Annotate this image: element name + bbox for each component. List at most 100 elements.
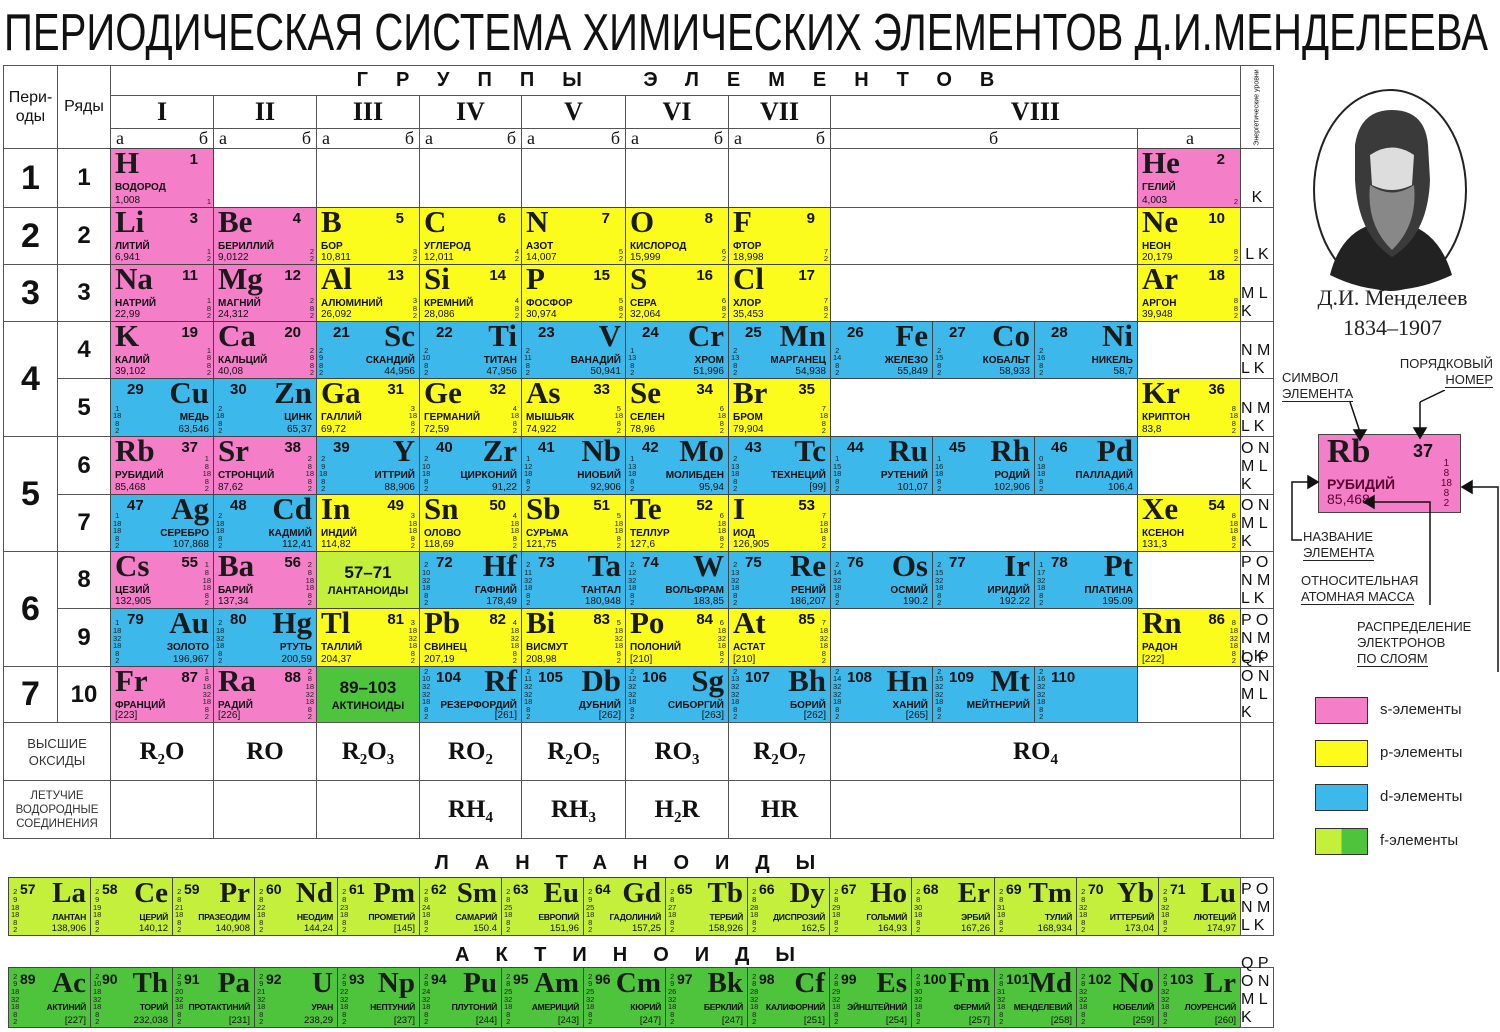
element-cell[interactable]: Sm 62 САМАРИЙ 150.4 2 8 24 18 8 2	[419, 877, 502, 936]
element-cell[interactable]: Mg 12 МАГНИЙ 24,312 2 8 2	[213, 264, 317, 322]
element-cell[interactable]: H 1 ВОДОРОД 1,008 1	[110, 148, 214, 208]
element-cell[interactable]: Re 75 РЕНИЙ 186,207 2 13 32 18 8 2	[728, 551, 831, 609]
element-cell[interactable]: Th 90 ТОРИЙ 232,038 2 10 18 32 18 8 2	[90, 967, 173, 1028]
element-cell[interactable]: Co 27 КОБАЛЬТ 58,933 2 15 8 2	[932, 321, 1035, 379]
element-cell[interactable]: Lr 103 ЛОУРЕНСИЙ [260] 2 9 32 32 18 8 2	[1158, 967, 1241, 1028]
element-cell[interactable]: Hn 108 ХАНИЙ [265] 2 14 32 32 18 8 2	[830, 666, 933, 723]
element-cell[interactable]: Te 52 ТЕЛЛУР 127,6 6 18 18 8 2	[625, 494, 729, 552]
element-cell[interactable]: Ho 67 ГОЛЬМИЙ 164,93 2 8 29 18 8 2	[829, 877, 912, 936]
element-cell[interactable]: Ni 28 НИКЕЛЬ 58,7 2 16 8 2	[1034, 321, 1138, 379]
element-cell[interactable]: Pd 46 ПАЛЛАДИЙ 106,4 0 18 18 8 2	[1034, 436, 1138, 495]
element-cell[interactable]: Ca 20 КАЛЬЦИЙ 40,08 2 8 8 2	[213, 321, 317, 379]
element-cell[interactable]: S 16 СЕРА 32,064 6 8 2	[625, 264, 729, 322]
element-cell[interactable]: Lu 71 ЛЮТЕЦИЙ 174,97 2 9 32 18 8 2	[1158, 877, 1241, 936]
element-cell[interactable]: Tb 65 ТЕРБИЙ 158,926 2 8 27 18 8 2	[665, 877, 748, 936]
element-cell[interactable]: He 2 ГЕЛИЙ 4,003 2	[1137, 148, 1241, 208]
element-cell[interactable]: Db 105 ДУБНИЙ [262] 2 11 32 32 18 8 2	[521, 666, 626, 723]
element-cell[interactable]: Ce 58 ЦЕРИЙ 140,12 2 9 19 18 8 2	[90, 877, 173, 936]
element-cell[interactable]: U 92 УРАН 238,29 2 9 21 32 18 8 2	[254, 967, 338, 1028]
element-cell[interactable]: Tm 69 ТУЛИЙ 168,934 2 8 31 18 8 2	[994, 877, 1077, 936]
element-cell[interactable]: At 85 АСТАТ [210] 7 18 32 18 8 2	[728, 608, 831, 667]
element-cell[interactable]: Ir 77 ИРИДИЙ 192.22 2 15 32 18 8 2	[932, 551, 1035, 609]
element-cell[interactable]: P 15 ФОСФОР 30,974 5 8 2	[521, 264, 626, 322]
element-cell[interactable]: Gd 64 ГАДОЛИНИЙ 157,25 2 9 25 18 8 2	[583, 877, 666, 936]
element-cell[interactable]: Zn 30 ЦИНК 65,37 2 18 8 2	[213, 378, 317, 437]
element-cell[interactable]: B 5 БОР 10,811 3 2	[316, 207, 420, 265]
element-cell[interactable]: Ac 89 АКТИНИЙ [227] 2 9 18 32 18 8 2	[8, 967, 91, 1028]
element-cell[interactable]: Pm 61 ПРОМЕТИЙ [145] 2 8 23 18 8 2	[337, 877, 420, 936]
element-cell[interactable]: N 7 АЗОТ 14,007 5 2	[521, 207, 626, 265]
element-cell[interactable]: Po 84 ПОЛОНИЙ [210] 6 18 32 18 8 2	[625, 608, 729, 667]
element-cell[interactable]: La 57 ЛАНТАН 138,906 2 9 18 18 8 2	[8, 877, 91, 936]
element-cell[interactable]: Yb 70 ИТТЕРБИЙ 173,04 2 8 32 18 8 2	[1076, 877, 1159, 936]
element-cell[interactable]: As 33 МЫШЬЯК 74,922 5 18 8 2	[521, 378, 626, 437]
element-cell[interactable]: Sn 50 ОЛОВО 118,69 4 18 18 8 2	[419, 494, 522, 552]
element-cell[interactable]: Nb 41 НИОБИЙ 92,906 1 12 18 8 2	[521, 436, 626, 495]
element-cell[interactable]: Ga 31 ГАЛЛИЙ 69,72 3 18 8 2	[316, 378, 420, 437]
element-cell[interactable]: Rf 104 РЕЗЕРФОРДИЙ [261] 2 10 32 32 18 8 2	[419, 666, 522, 723]
element-cell[interactable]: Sr 38 СТРОНЦИЙ 87,62 2 8 18 8 2	[213, 436, 317, 495]
element-cell[interactable]: Eu 63 ЕВРОПИЙ 151,96 2 8 25 18 8 2	[501, 877, 584, 936]
element-cell[interactable]: In 49 ИНДИЙ 114,82 3 18 18 8 2	[316, 494, 420, 552]
element-cell[interactable]: Cr 24 ХРОМ 51,996 1 13 8 2	[625, 321, 729, 379]
element-cell[interactable]: Ru 44 РУТЕНИЙ 101,07 1 15 18 8 2	[830, 436, 933, 495]
element-cell[interactable]: Sg 106 СИБОРГИЙ [263] 2 12 32 32 18 8 2	[625, 666, 729, 723]
element-cell[interactable]: Na 11 НАТРИЙ 22,99 1 8 2	[110, 264, 214, 322]
element-cell[interactable]: Fm 100 ФЕРМИЙ [257] 2 8 30 32 18 8 2	[911, 967, 995, 1028]
element-cell[interactable]: Ta 73 ТАНТАЛ 180,948 2 11 32 18 8 2	[521, 551, 626, 609]
element-cell[interactable]: Zr 40 ЦИРКОНИЙ 91,22 2 10 18 8 2	[419, 436, 522, 495]
element-cell[interactable]: Se 34 СЕЛЕН 78,96 6 18 8 2	[625, 378, 729, 437]
element-cell[interactable]: Rb 37 РУБИДИЙ 85,468 1 8 18 8 2	[110, 436, 214, 495]
element-cell[interactable]: Al 13 АЛЮМИНИЙ 26,092 3 8 2	[316, 264, 420, 322]
element-cell[interactable]: Mt 109 МЕЙТНЕРИЙ 2 15 32 32 18 8 2	[932, 666, 1035, 723]
element-cell[interactable]: Cl 17 ХЛОР 35,453 7 8 2	[728, 264, 831, 322]
element-cell[interactable]: Au 79 ЗОЛОТО 196,967 1 18 32 18 8 2	[110, 608, 214, 667]
element-cell[interactable]: Be 4 БЕРИЛЛИЙ 9,0122 2 2	[213, 207, 317, 265]
element-cell[interactable]: Dy 66 ДИСПРОЗИЙ 162,5 2 8 28 18 8 2	[747, 877, 830, 936]
element-cell[interactable]: F 9 ФТОР 18,998 7 2	[728, 207, 831, 265]
element-cell[interactable]: Ra 88 РАДИЙ [226] 2 8 18 32 18 8 2	[213, 666, 317, 723]
element-cell[interactable]: Pa 91 ПРОТАКТИНИЙ [231] 2 9 20 32 18 8 2	[172, 967, 255, 1028]
element-cell[interactable]: Ag 47 СЕРЕБРО 107,868 1 18 18 8 2	[110, 494, 214, 552]
element-cell[interactable]: Md 101 МЕНДЕЛЕВИЙ [258] 2 8 31 32 18 8 2	[994, 967, 1077, 1028]
element-cell[interactable]: Sb 51 СУРЬМА 121,75 5 18 18 8 2	[521, 494, 626, 552]
element-cell[interactable]: No 102 НОБЕЛИЙ [259] 2 8 32 32 18 8 2	[1076, 967, 1159, 1028]
element-cell[interactable]: 110 2 16 32 32 18 8 2	[1034, 666, 1138, 723]
element-cell[interactable]: Sc 21 СКАНДИЙ 44,956 2 9 8 2	[316, 321, 420, 379]
element-cell[interactable]: Pu 94 ПЛУТОНИЙ [244] 2 8 24 32 18 8 2	[419, 967, 502, 1028]
element-cell[interactable]: Hg 80 РТУТЬ 200,59 2 18 32 18 8 2	[213, 608, 317, 667]
element-cell[interactable]: Fr 87 ФРАНЦИЙ [223] 1 8 18 32 18 8 2	[110, 666, 214, 723]
element-cell[interactable]: Bk 97 БЕРКЛИЙ [247] 2 9 26 32 18 8 2	[665, 967, 748, 1028]
element-cell[interactable]: Cd 48 КАДМИЙ 112,41 2 18 18 8 2	[213, 494, 317, 552]
element-cell[interactable]: Pb 82 СВИНЕЦ 207,19 4 18 32 18 8 2	[419, 608, 522, 667]
element-cell[interactable]: Er 68 ЭРБИЙ 167,26 2 8 30 18 8 2	[911, 877, 995, 936]
element-cell[interactable]: K 19 КАЛИЙ 39,102 1 8 8 2	[110, 321, 214, 379]
element-cell[interactable]: Pt 78 ПЛАТИНА 195.09 1 17 32 18 8 2	[1034, 551, 1138, 609]
element-cell[interactable]: Fe 26 ЖЕЛЕЗО 55,849 2 14 8 2	[830, 321, 933, 379]
element-cell[interactable]: Cs 55 ЦЕЗИЙ 132,905 1 8 18 18 8 2	[110, 551, 214, 609]
element-cell[interactable]: Bh 107 БОРИЙ [262] 2 13 32 32 18 8 2	[728, 666, 831, 723]
element-cell[interactable]: Mo 42 МОЛИБДЕН 95,94 1 13 18 8 2	[625, 436, 729, 495]
element-cell[interactable]: Y 39 ИТТРИЙ 88,906 2 9 18 8 2	[316, 436, 420, 495]
element-cell[interactable]: Cm 96 КЮРИЙ [247] 2 9 25 32 18 8 2	[583, 967, 666, 1028]
element-cell[interactable]: W 74 ВОЛЬФРАМ 183,85 2 12 32 18 8 2	[625, 551, 729, 609]
element-cell[interactable]: Br 35 БРОМ 79,904 7 18 8 2	[728, 378, 831, 437]
element-cell[interactable]: Xe 54 КСЕНОН 131,3 8 18 18 8 2	[1137, 494, 1241, 552]
element-cell[interactable]: Mn 25 МАРГАНЕЦ 54,938 2 13 8 2	[728, 321, 831, 379]
element-cell[interactable]: Np 93 НЕПТУНИЙ [237] 2 9 22 32 18 8 2	[337, 967, 420, 1028]
element-cell[interactable]: Ba 56 БАРИЙ 137,34 2 8 18 18 8 2	[213, 551, 317, 609]
element-cell[interactable]: C 6 УГЛЕРОД 12,011 4 2	[419, 207, 522, 265]
element-cell[interactable]: Rh 45 РОДИЙ 102,906 1 16 18 8 2	[932, 436, 1035, 495]
series-ref-cell[interactable]: 89–103 АКТИНОИДЫ	[316, 666, 420, 723]
element-cell[interactable]: Bi 83 ВИСМУТ 208,98 5 18 32 18 8 2	[521, 608, 626, 667]
series-ref-cell[interactable]: 57–71 ЛАНТАНОИДЫ	[316, 551, 420, 609]
element-cell[interactable]: Os 76 ОСМИЙ 190.2 2 14 32 18 8 2	[830, 551, 933, 609]
element-cell[interactable]: Rn 86 РАДОН [222] 8 18 32 18 8 2	[1137, 608, 1241, 667]
element-cell[interactable]: Tl 81 ТАЛЛИЙ 204,37 3 18 32 18 8 2	[316, 608, 420, 667]
element-cell[interactable]: Ti 22 ТИТАН 47,956 2 10 8 2	[419, 321, 522, 379]
element-cell[interactable]: O 8 КИСЛОРОД 15,999 6 2	[625, 207, 729, 265]
element-cell[interactable]: Es 99 ЭЙНШТЕЙНИЙ [254] 2 8 29 32 18 8 2	[829, 967, 912, 1028]
element-cell[interactable]: Kr 36 КРИПТОН 83,8 8 18 8 2	[1137, 378, 1241, 437]
element-cell[interactable]: I 53 ИОД 126,905 7 18 18 8 2	[728, 494, 831, 552]
element-cell[interactable]: Hf 72 ГАФНИЙ 178,49 2 10 32 18 8 2	[419, 551, 522, 609]
